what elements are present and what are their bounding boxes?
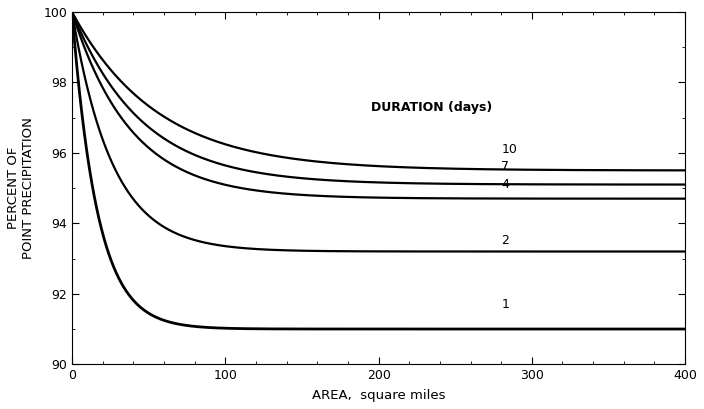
X-axis label: AREA,  square miles: AREA, square miles bbox=[312, 389, 446, 402]
Text: 2: 2 bbox=[501, 234, 509, 247]
Y-axis label: PERCENT OF
POINT PRECIPITATION: PERCENT OF POINT PRECIPITATION bbox=[7, 117, 35, 259]
Text: 1: 1 bbox=[501, 298, 509, 311]
Text: DURATION (days): DURATION (days) bbox=[371, 101, 492, 114]
Text: 7: 7 bbox=[501, 160, 509, 173]
Text: 10: 10 bbox=[501, 143, 517, 156]
Text: 4: 4 bbox=[501, 178, 509, 191]
